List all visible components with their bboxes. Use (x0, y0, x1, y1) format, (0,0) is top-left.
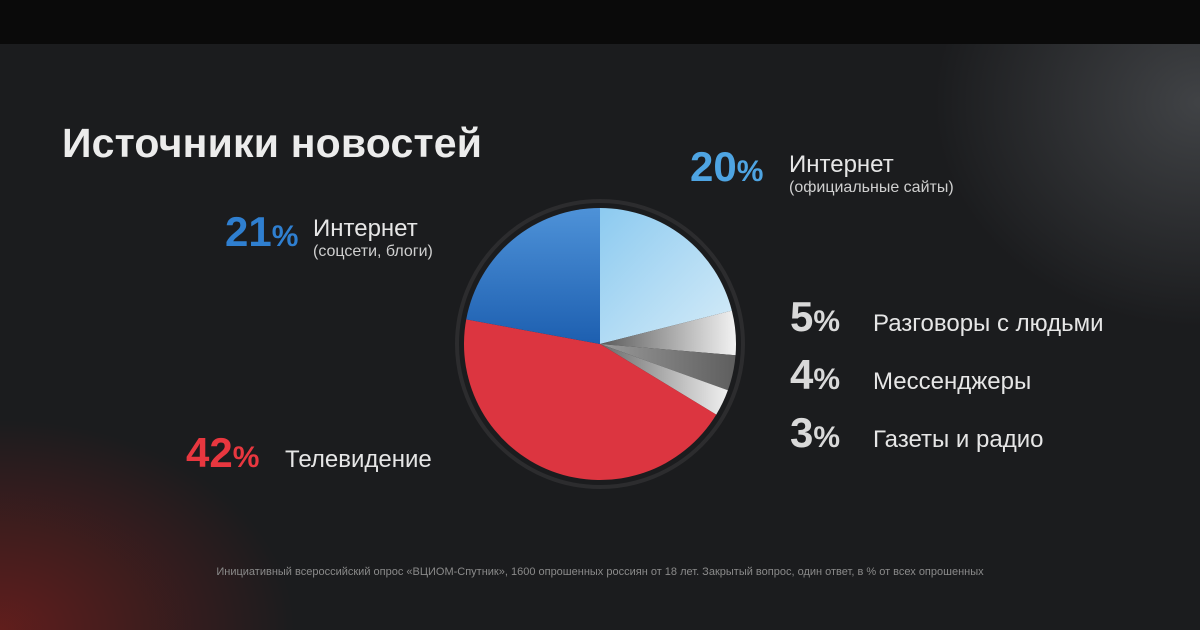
value-internet-official: 20% (690, 143, 763, 190)
name-internet-official: Интернет (789, 151, 894, 178)
sub-internet-official: (официальные сайты) (789, 179, 954, 196)
slide: Источники новостей 20% Интернет (0, 44, 1200, 630)
pie-chart (455, 199, 745, 489)
chart-title: Источники новостей (62, 120, 483, 166)
value-messengers: 4% (790, 351, 840, 398)
sub-internet-social: (соцсети, блоги) (313, 243, 433, 260)
label-internet-official: 20% Интернет (официальные сайты) (690, 143, 954, 197)
percent-sign: % (736, 155, 764, 188)
pie-ring (455, 199, 745, 489)
value-number: 42 (186, 429, 233, 476)
slice-internet-official (600, 208, 732, 344)
label-internet-social: 21% Интернет (соцсети, блоги) (225, 208, 433, 261)
name-conversations: Разговоры с людьми (873, 310, 1104, 337)
value-newspapers-radio: 3% (790, 409, 840, 456)
label-messengers: 4% Мессенджеры (790, 351, 1031, 398)
slice-messengers (600, 344, 736, 391)
name-messengers: Мессенджеры (873, 368, 1032, 395)
label-tv: 42% Телевидение (186, 429, 432, 476)
percent-sign: % (813, 421, 841, 454)
value-number: 3 (790, 409, 814, 456)
label-newspapers-radio: 3% Газеты и радио (790, 409, 1043, 456)
label-conversations: 5% Разговоры с людьми (790, 293, 1104, 340)
slice-internet-social (466, 207, 600, 344)
value-number: 5 (790, 293, 814, 340)
value-number: 4 (790, 351, 814, 398)
top-bar (0, 0, 1200, 44)
percent-sign: % (813, 363, 841, 396)
name-internet-social: Интернет (313, 215, 418, 242)
slice-conversations (600, 310, 737, 356)
value-tv: 42% (186, 429, 259, 476)
name-newspapers-radio: Газеты и радио (873, 426, 1044, 453)
value-number: 21 (225, 208, 272, 255)
slice-tv (463, 319, 717, 481)
percent-sign: % (271, 220, 299, 253)
value-number: 20 (690, 143, 737, 190)
name-tv: Телевидение (285, 446, 432, 473)
footnote: Инициативный всероссийский опрос «ВЦИОМ-… (216, 566, 984, 578)
percent-sign: % (232, 441, 260, 474)
value-conversations: 5% (790, 293, 840, 340)
value-internet-social: 21% (225, 208, 298, 255)
slice-newspapers-radio (600, 344, 728, 415)
percent-sign: % (813, 305, 841, 338)
